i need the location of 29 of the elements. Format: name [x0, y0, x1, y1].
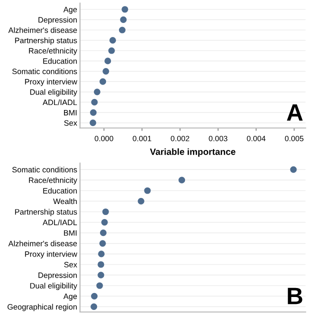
point	[98, 250, 105, 258]
point	[108, 47, 115, 54]
point	[91, 292, 98, 300]
point	[98, 261, 104, 268]
point	[104, 58, 112, 64]
point	[102, 208, 109, 216]
point	[178, 176, 186, 184]
point	[122, 6, 128, 13]
point	[94, 88, 100, 96]
annotation: A	[286, 104, 303, 121]
point	[138, 198, 144, 204]
annotation: B	[288, 288, 302, 304]
point	[90, 109, 97, 116]
point	[96, 282, 103, 289]
point	[90, 120, 96, 126]
point	[118, 26, 126, 34]
point	[109, 37, 116, 44]
x-axis-title: Variable importance	[150, 148, 236, 157]
point	[102, 68, 110, 75]
point	[90, 303, 98, 310]
point	[101, 219, 108, 226]
point	[120, 16, 127, 23]
point	[99, 240, 106, 247]
point	[144, 187, 151, 194]
point	[91, 98, 98, 106]
point	[100, 230, 107, 236]
point	[98, 272, 104, 278]
point	[290, 166, 297, 173]
point	[100, 78, 106, 85]
